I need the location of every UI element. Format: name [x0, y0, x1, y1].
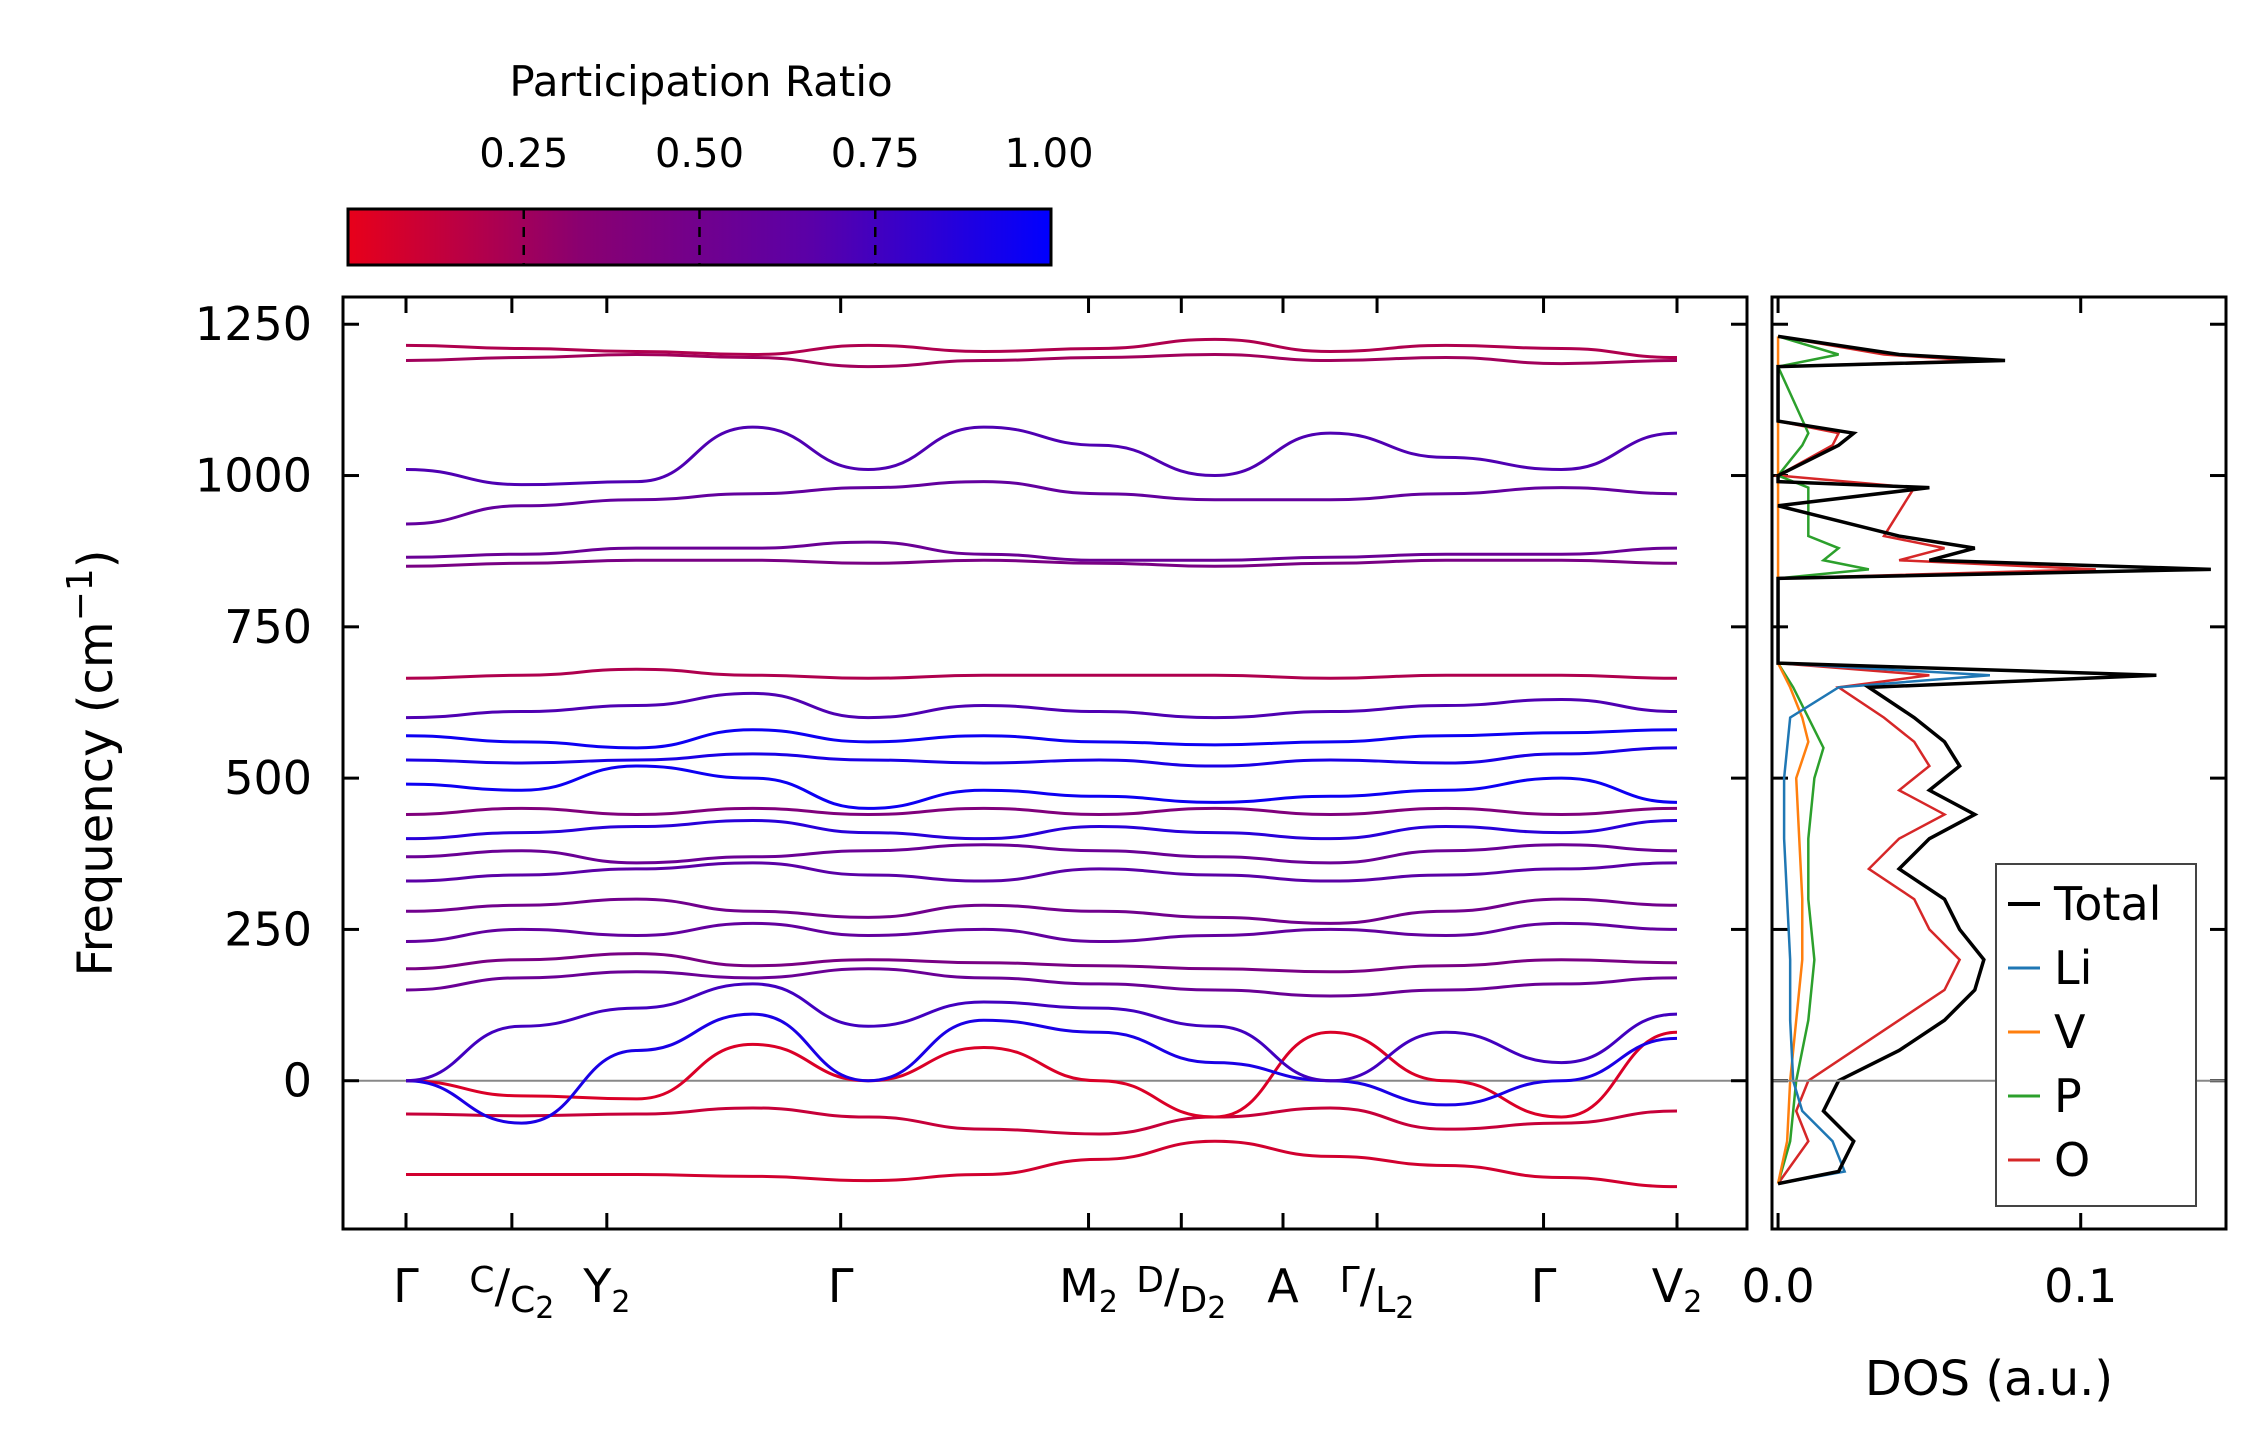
phonon-band — [405, 540, 1678, 562]
legend-items: Total Li VPO — [2008, 877, 2161, 1187]
phonon-band — [405, 746, 1678, 768]
phonon-band — [405, 818, 1678, 841]
kpoint-label-main: Y — [582, 1259, 612, 1313]
y-tick-label: 250 — [224, 902, 312, 956]
kpoint-label-upper: Γ — [1340, 1260, 1360, 1301]
kpoint-label-upper: D — [1136, 1260, 1164, 1301]
legend-label-total: Total — [2053, 877, 2161, 931]
colorbar-ticks: 0.25 0.50 0.75 1.00 — [479, 131, 1094, 265]
kpoint-label-index: 2 — [1683, 1285, 1702, 1320]
phonon-band — [405, 1030, 1678, 1119]
kpoint-label-lower: C — [510, 1280, 535, 1321]
kpoint-label-lower: L — [1375, 1280, 1395, 1321]
kpoint-label-y2: Y2 — [582, 1259, 630, 1320]
phonon-band — [405, 558, 1678, 568]
phonon-band — [405, 952, 1678, 974]
legend: Total Li VPO — [1995, 863, 2197, 1207]
phonon-band — [405, 764, 1678, 810]
phonon-band — [405, 843, 1678, 865]
phonon-bands — [405, 337, 1678, 1189]
dos-x-tick-label: 0.0 — [1741, 1259, 1814, 1313]
kpoint-label-index: 2 — [1099, 1285, 1118, 1320]
kpoint-label-upper: C — [469, 1260, 494, 1301]
dos-line-v — [1776, 336, 1810, 1184]
kpoint-label-gamma3: Γ — [1531, 1259, 1557, 1313]
kpoint-label-gammal2: Γ/L2 — [1340, 1259, 1415, 1326]
y-axis-title: Frequency (cm−1) — [60, 550, 124, 977]
phonon-band — [405, 352, 1678, 369]
legend-frame — [1995, 863, 2197, 1207]
y-tick-label: 750 — [224, 600, 312, 654]
legend-label-v: V — [2054, 1005, 2086, 1059]
kpoint-label-main: Γ — [393, 1259, 419, 1313]
dos-axes-frame — [1770, 295, 2228, 1231]
phonon-band — [405, 967, 1678, 998]
y-tick-label: 0 — [283, 1054, 312, 1108]
y-axis-title-close: ) — [68, 550, 124, 569]
colorbar: Participation Ratio 0.25 0.50 0.75 1.00 — [346, 57, 1094, 267]
phonon-band — [405, 425, 1678, 487]
legend-label-p: P — [2054, 1069, 2082, 1123]
phonon-band — [405, 1106, 1678, 1136]
phonon-band — [405, 897, 1678, 925]
kpoint-label-main: Γ — [828, 1259, 854, 1313]
y-tick-label: 1000 — [195, 449, 312, 503]
kpoint-ticks — [404, 297, 1679, 1229]
phonon-band — [405, 480, 1678, 526]
dos-line-total — [1776, 334, 2211, 1186]
dos-panel: 0.0 0.1 DOS (a.u.) Total Li VPO — [1741, 295, 2228, 1407]
phonon-band — [405, 667, 1678, 680]
phonon-band — [405, 1139, 1678, 1189]
kpoint-label-lower-index: 2 — [1207, 1291, 1226, 1326]
kpoint-label-lower: D — [1180, 1280, 1208, 1321]
dos-line-o — [1773, 335, 2096, 1185]
y-axis-ticks: 0 250 500 750 1000 1250 — [195, 297, 2226, 1108]
colorbar-tick-label: 0.25 — [479, 131, 568, 177]
y-tick-label: 1250 — [195, 297, 312, 351]
dos-x-tick-label: 0.1 — [2044, 1259, 2117, 1313]
kpoint-label-main: A — [1267, 1259, 1299, 1313]
kpoint-label-d: D/D2 — [1136, 1259, 1226, 1326]
y-tick-label: 500 — [224, 751, 312, 805]
phonon-band — [405, 806, 1678, 816]
colorbar-tick-label: 0.75 — [831, 131, 920, 177]
colorbar-tick-label: 0.50 — [655, 131, 744, 177]
kpoint-label-c: C/C2 — [469, 1259, 554, 1326]
kpoint-label-main: Γ — [1531, 1259, 1557, 1313]
dos-x-axis-title: DOS (a.u.) — [1865, 1351, 2113, 1407]
phonon-band — [405, 337, 1678, 360]
phonon-band — [405, 921, 1678, 944]
y-axis-title-exponent: −1 — [60, 568, 101, 621]
dos-ticks: 0.0 0.1 — [1741, 297, 2117, 1313]
colorbar-tick-label: 1.00 — [1004, 131, 1093, 177]
kpoint-label-lower-index: 2 — [1395, 1291, 1414, 1326]
phonon-band — [405, 1012, 1678, 1125]
kpoint-label-a: A — [1267, 1259, 1299, 1313]
band-axes-frame — [341, 295, 1749, 1231]
dos-line-li — [1777, 661, 1991, 1185]
colorbar-title: Participation Ratio — [509, 57, 892, 106]
kpoint-label-main: M — [1059, 1259, 1099, 1313]
kpoint-label-v2: V2 — [1652, 1259, 1703, 1320]
kpoint-label-gamma1: Γ — [393, 1259, 419, 1313]
dos-lines — [1773, 334, 2211, 1186]
kpoint-labels: Γ C/C2 Y2 Γ M2D/D2 A Γ/L2 Γ V2 — [393, 1259, 1702, 1326]
y-axis-title-text: Frequency (cm — [68, 621, 124, 976]
kpoint-label-lower-index: 2 — [535, 1291, 554, 1326]
kpoint-label-slash: / — [495, 1259, 511, 1313]
legend-label-li: Li — [2054, 941, 2092, 995]
kpoint-label-slash: / — [1360, 1259, 1376, 1313]
phonon-band — [405, 982, 1678, 1083]
kpoint-label-gamma2: Γ — [828, 1259, 854, 1313]
phonon-band — [405, 728, 1678, 750]
kpoint-label-slash: / — [1164, 1259, 1180, 1313]
phonon-band — [405, 861, 1678, 883]
legend-label-o: O — [2054, 1133, 2090, 1187]
kpoint-label-main: V — [1652, 1259, 1684, 1313]
kpoint-label-index: 2 — [611, 1285, 630, 1320]
kpoint-label-m2: M2 — [1059, 1259, 1118, 1320]
phonon-band — [405, 691, 1678, 720]
